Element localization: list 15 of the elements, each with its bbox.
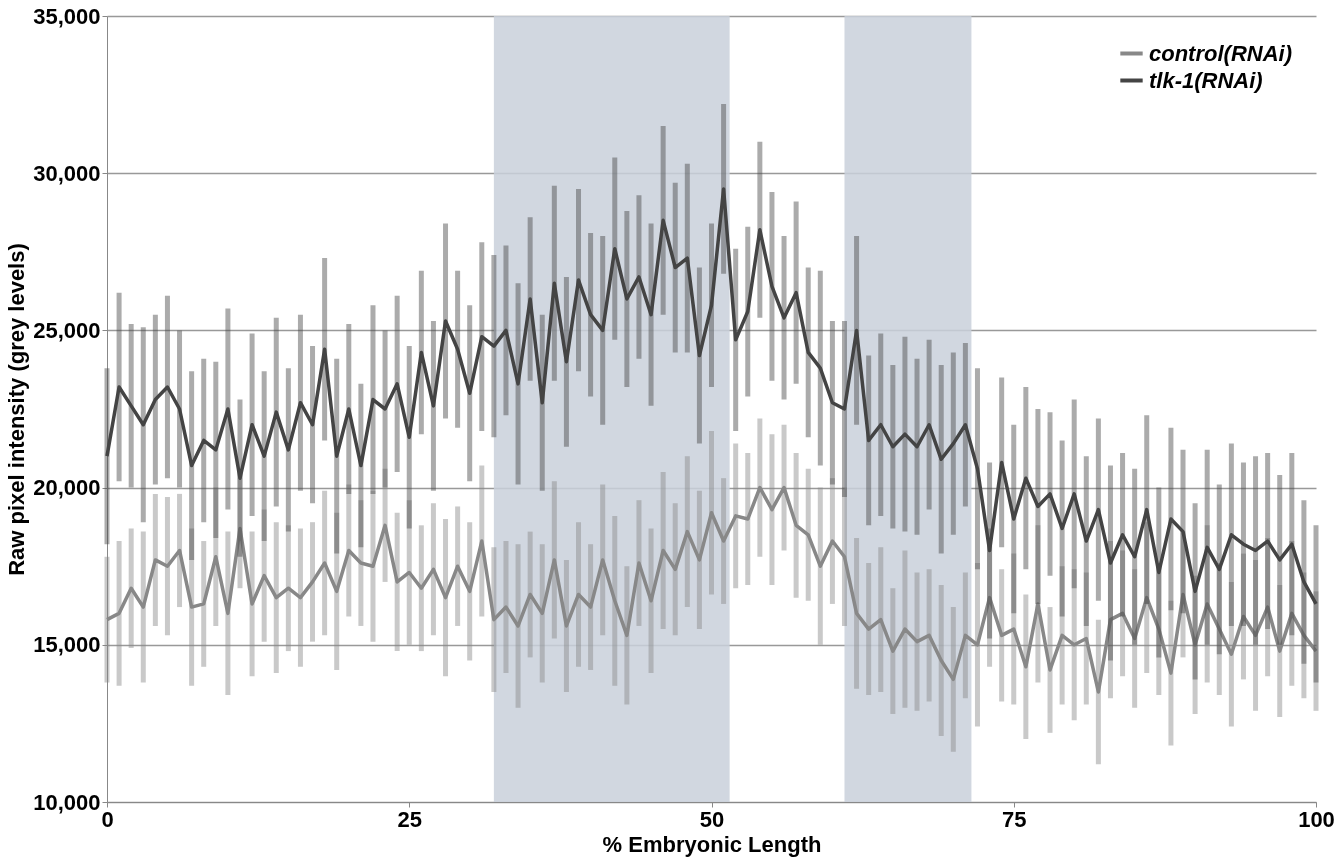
y-axis-title: Raw pixel intensity (grey levels) (4, 243, 30, 576)
y-tick-label: 25,000 (33, 317, 101, 343)
legend-label: tlk-1(RNAi) (1149, 67, 1263, 93)
x-tick-label: 25 (397, 806, 422, 832)
legend-label: control(RNAi) (1149, 40, 1292, 66)
y-tick-label: 10,000 (33, 789, 101, 815)
y-tick-label: 30,000 (33, 160, 101, 186)
x-tick-label: 75 (1002, 806, 1027, 832)
x-axis-title: % Embryonic Length (602, 831, 822, 857)
y-tick-label: 20,000 (33, 475, 101, 501)
x-tick-label: 100 (1298, 806, 1335, 832)
x-tick-label: 50 (699, 806, 725, 832)
x-tick-label: 0 (101, 806, 114, 832)
y-tick-label: 35,000 (33, 3, 101, 29)
y-tick-label: 15,000 (33, 632, 101, 658)
